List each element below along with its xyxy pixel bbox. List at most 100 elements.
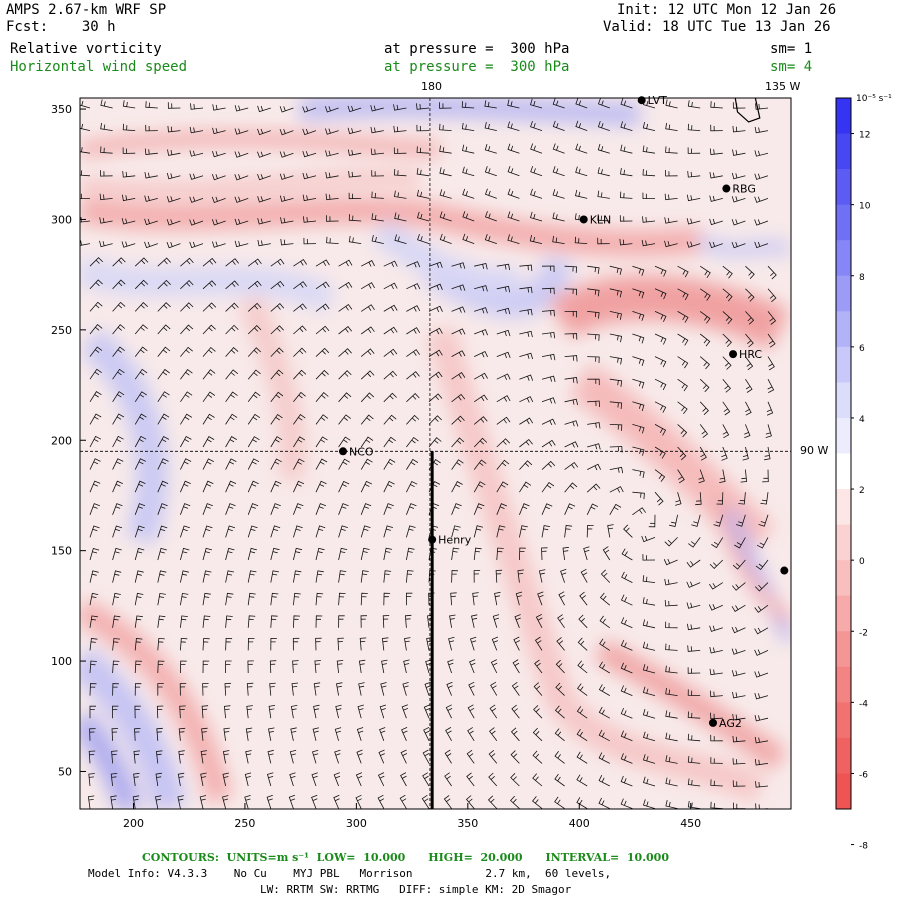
wind-barb — [665, 169, 678, 177]
wind-barb — [293, 592, 301, 606]
contour-info: CONTOURS: UNITS=m s⁻¹ LOW= 10.000 HIGH= … — [142, 851, 669, 864]
wind-barb — [587, 463, 602, 471]
wind-barb — [586, 503, 598, 515]
wind-barb — [586, 524, 594, 538]
wind-barb — [111, 728, 119, 741]
wind-barb — [447, 659, 454, 674]
wind-barb — [270, 480, 282, 493]
wind-barb — [556, 637, 565, 651]
wind-barb — [687, 800, 701, 809]
wind-barb — [642, 641, 656, 651]
wind-barb — [335, 704, 342, 719]
wind-barb — [722, 401, 731, 416]
wind-barb — [620, 753, 633, 764]
wind-barb — [357, 704, 364, 719]
wind-barb — [530, 143, 543, 154]
wind-barb — [315, 369, 329, 380]
wind-barb — [687, 689, 701, 696]
wind-barb — [202, 592, 211, 606]
wind-barb — [315, 570, 324, 583]
wind-barb — [247, 660, 254, 674]
wind-barb — [462, 144, 475, 154]
wind-barb — [665, 665, 678, 674]
wind-barb — [474, 329, 488, 336]
wind-barb — [767, 288, 777, 303]
wind-barb — [620, 144, 633, 154]
wind-barb — [338, 615, 345, 628]
wind-barb — [247, 592, 256, 606]
wind-barb — [80, 240, 91, 246]
wind-barb — [745, 356, 754, 371]
wind-barb — [654, 424, 667, 436]
wind-barb — [529, 235, 543, 244]
wind-barb — [494, 591, 501, 606]
wind-barb — [731, 219, 746, 226]
wind-barb — [710, 712, 723, 720]
wind-barb — [225, 436, 237, 448]
wind-barb — [133, 750, 141, 764]
wind-barb — [406, 393, 420, 403]
wind-barb — [89, 638, 98, 651]
wind-barb — [89, 615, 98, 628]
colorbar-label: 2 — [859, 486, 865, 496]
wind-barb — [315, 347, 330, 357]
wind-barb — [552, 212, 565, 222]
wind-barb — [699, 378, 710, 393]
wind-barb — [180, 503, 191, 515]
wind-barb — [234, 174, 249, 181]
wind-barb — [289, 772, 296, 787]
colorbar-swatch — [836, 275, 851, 312]
wind-barb — [247, 570, 257, 583]
wind-barb — [496, 416, 511, 425]
wind-barb — [134, 368, 148, 380]
wind-barb — [145, 124, 158, 132]
wind-barb — [279, 173, 294, 180]
wind-barb — [474, 263, 488, 270]
wind-barb — [642, 664, 656, 674]
wind-barb — [710, 757, 723, 764]
meridian-90w-label: 90 W — [800, 444, 829, 457]
wind-barb — [360, 503, 372, 515]
wind-barb — [492, 614, 500, 628]
wind-barb — [619, 238, 633, 246]
wind-barb — [677, 265, 689, 278]
wind-barb — [112, 324, 126, 335]
wind-barb — [303, 216, 317, 223]
wind-barb — [510, 727, 520, 742]
wind-barb — [257, 105, 271, 113]
wind-barb — [688, 537, 701, 548]
wind-barb — [315, 503, 327, 515]
wind-barb — [347, 127, 362, 135]
colorbar-unit-label: 10⁻⁵ s⁻¹ — [856, 94, 892, 104]
wind-barb — [202, 324, 216, 335]
wind-barb — [579, 591, 588, 606]
wind-barb — [642, 122, 656, 131]
wind-barb — [338, 392, 352, 403]
wind-barb — [756, 537, 769, 549]
wind-barb — [225, 369, 239, 380]
wind-barb — [621, 548, 633, 561]
wind-barb — [360, 436, 374, 448]
wind-barb — [89, 368, 102, 380]
wind-barb — [451, 481, 463, 493]
wind-barb — [134, 279, 149, 290]
field2-level: at pressure = 300 hPa — [384, 59, 570, 75]
wind-barb — [270, 325, 284, 335]
wind-barb — [519, 417, 534, 425]
wind-barb — [381, 659, 388, 674]
wind-barb — [530, 211, 543, 222]
wind-barb — [687, 733, 701, 742]
y-tick-label: 150 — [51, 545, 72, 558]
wind-barb — [642, 168, 656, 177]
wind-barb — [270, 525, 281, 538]
wind-barb — [338, 436, 351, 448]
wind-barb — [356, 727, 364, 741]
wind-barb — [202, 637, 210, 651]
wind-barb — [664, 240, 678, 248]
wind-barb — [641, 535, 656, 543]
wind-barb — [708, 604, 723, 611]
wind-barb — [99, 217, 113, 224]
wind-barb — [699, 401, 709, 415]
wind-barb — [665, 755, 678, 764]
wind-barb — [167, 102, 181, 109]
